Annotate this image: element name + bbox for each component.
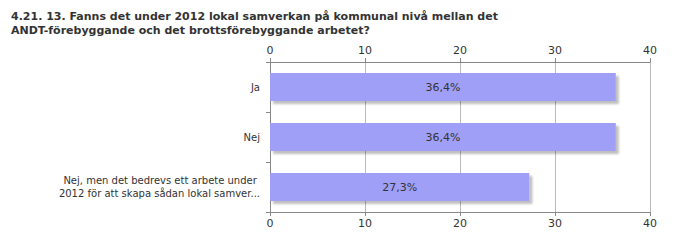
svg-text:27,3%: 27,3% (382, 181, 417, 194)
svg-text:0: 0 (267, 217, 274, 230)
svg-text:ANDT-förebyggande och det brot: ANDT-förebyggande och det brottsförebygg… (11, 24, 370, 37)
svg-text:20: 20 (453, 217, 467, 230)
svg-text:30: 30 (548, 217, 562, 230)
svg-text:4.21. 13. Fanns det under 2012: 4.21. 13. Fanns det under 2012 lokal sam… (11, 10, 502, 23)
svg-text:40: 40 (643, 44, 657, 57)
svg-text:Nej, men det bedrevs ett arbet: Nej, men det bedrevs ett arbete under (63, 175, 260, 186)
svg-text:Ja: Ja (250, 82, 260, 93)
svg-text:2012 för att skapa sådan lokal: 2012 för att skapa sådan lokal samver... (59, 187, 260, 199)
svg-text:30: 30 (548, 44, 562, 57)
svg-text:36,4%: 36,4% (425, 81, 460, 94)
svg-text:20: 20 (453, 44, 467, 57)
svg-text:0: 0 (267, 44, 274, 57)
svg-text:40: 40 (643, 217, 657, 230)
svg-text:Nej: Nej (244, 132, 260, 143)
svg-text:10: 10 (358, 44, 372, 57)
svg-text:10: 10 (358, 217, 372, 230)
svg-text:36,4%: 36,4% (425, 131, 460, 144)
